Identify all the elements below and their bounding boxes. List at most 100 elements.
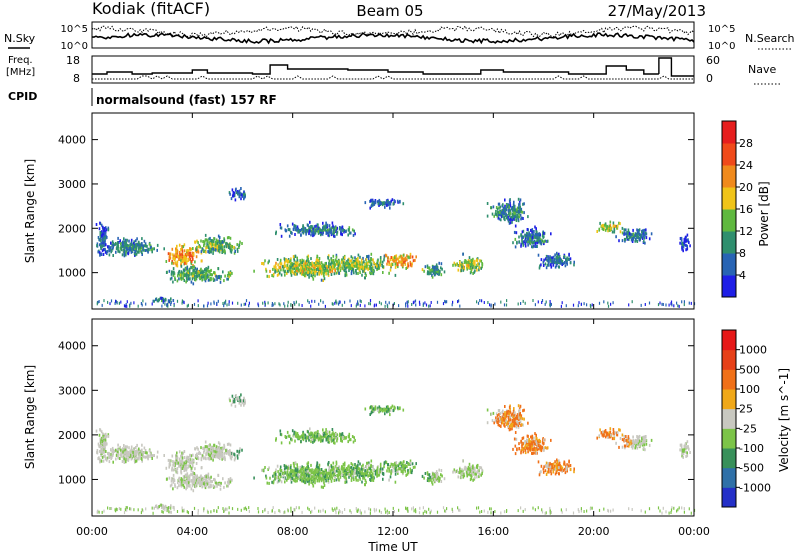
power-heatmap — [95, 187, 696, 308]
power-cell — [188, 251, 191, 255]
velocity-cell — [365, 473, 367, 477]
power-cell — [271, 274, 273, 277]
power-cell — [350, 263, 353, 267]
power-cell — [548, 263, 550, 267]
power-cell — [565, 304, 567, 308]
power-cell — [104, 239, 106, 243]
power-cell — [108, 253, 111, 257]
velocity-cell — [353, 478, 355, 482]
power-cell — [359, 299, 361, 303]
power-cell — [525, 239, 528, 243]
velocity-cell — [219, 484, 222, 487]
power-cell — [141, 253, 143, 256]
velocity-cell — [171, 466, 173, 470]
power-cell — [104, 250, 107, 254]
power-cell — [636, 231, 639, 235]
velocity-cell — [290, 469, 292, 473]
power-cell — [514, 216, 516, 220]
power-cell — [337, 264, 340, 268]
power-cell — [540, 242, 543, 246]
velocity-cell — [306, 462, 309, 466]
power-cell — [290, 303, 292, 307]
power-cell — [373, 202, 376, 206]
velocity-cell — [328, 468, 330, 472]
velocity-cell — [136, 457, 139, 461]
power-cell — [335, 271, 338, 275]
power-cell — [166, 303, 168, 307]
colorbar-swatch-5 — [722, 165, 736, 188]
power-cell — [199, 245, 202, 249]
power-cell — [348, 231, 351, 235]
power-cell — [101, 225, 104, 229]
power-cell — [165, 260, 168, 263]
velocity-cell — [125, 450, 127, 454]
power-cell — [514, 210, 517, 214]
power-cell — [135, 252, 138, 256]
power-cell — [348, 257, 350, 261]
velocity-cell — [334, 476, 336, 480]
power-cell — [329, 227, 331, 231]
velocity-cell — [196, 474, 198, 478]
power-cell — [458, 264, 461, 268]
power-cell — [328, 224, 331, 228]
velocity-cell — [297, 468, 299, 472]
power-cell — [362, 265, 365, 269]
velocity-cell — [331, 468, 334, 472]
power-cell — [275, 261, 277, 265]
velocity-cell — [115, 453, 118, 457]
power-cell — [104, 248, 106, 252]
power-cell — [357, 253, 360, 257]
velocity-cell — [478, 469, 480, 473]
power-cell — [204, 273, 207, 277]
power-cell — [124, 304, 126, 308]
velocity-cell — [215, 445, 218, 449]
power-cell — [512, 241, 514, 245]
velocity-cell — [224, 481, 226, 485]
velocity-cell — [314, 478, 316, 482]
power-cell — [640, 235, 642, 239]
power-cell — [240, 193, 243, 197]
velocity-cell — [323, 484, 326, 487]
power-cell — [509, 221, 512, 225]
velocity-cell — [438, 479, 440, 483]
power-cell — [313, 267, 315, 271]
power-cell — [686, 247, 689, 251]
power-cell — [603, 225, 605, 229]
power-cell — [517, 302, 519, 306]
velocity-cell — [367, 474, 369, 478]
power-cell — [132, 247, 135, 251]
power-cell — [370, 204, 373, 208]
power-cell — [191, 272, 194, 276]
velocity-cell — [215, 481, 217, 485]
power-cell — [308, 262, 311, 266]
power-cell — [500, 300, 502, 304]
velocity-cell — [355, 475, 357, 479]
power-cell — [307, 223, 309, 227]
power-cell — [513, 207, 515, 210]
power-cell — [188, 271, 191, 274]
power-cell — [101, 237, 104, 241]
power-cell — [544, 239, 546, 243]
power-cell — [103, 238, 105, 242]
power-cell — [505, 303, 508, 307]
velocity-cell — [344, 479, 347, 482]
power-cell — [100, 243, 103, 247]
power-cell — [369, 206, 371, 210]
velocity-cell — [139, 450, 141, 454]
power-cell — [467, 263, 470, 267]
power-cell — [531, 235, 534, 239]
power-cell — [224, 274, 226, 278]
velocity-cell — [348, 464, 350, 468]
velocity-cell — [332, 473, 335, 477]
power-cell — [323, 268, 326, 272]
velocity-cell — [457, 475, 460, 479]
freq-panel: Freq. [MHz] 18 8 60 0 Nave — [6, 54, 780, 85]
power-cell — [490, 303, 492, 307]
power-cell — [226, 274, 229, 277]
velocity-cell — [330, 465, 333, 469]
power-cell — [198, 273, 200, 277]
power-cell — [134, 253, 136, 257]
velocity-cell — [178, 484, 180, 488]
velocity-cell — [138, 447, 140, 451]
velocity-cell — [409, 461, 412, 465]
